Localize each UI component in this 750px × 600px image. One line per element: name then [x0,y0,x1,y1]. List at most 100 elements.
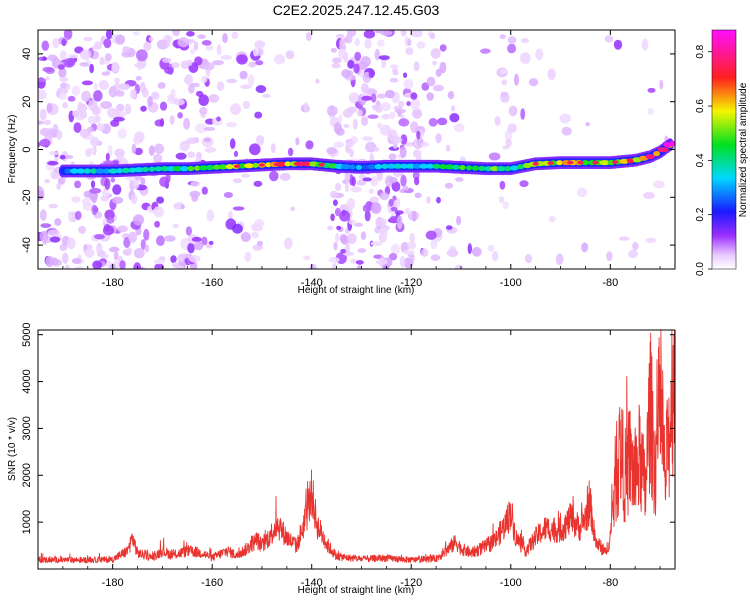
speckle-mark [73,122,82,133]
speckle-mark [191,236,202,242]
speckle-mark [528,78,539,87]
speckle-mark [315,78,320,84]
speckle-mark [179,140,190,152]
speckle-mark [520,52,531,64]
speckle-mark [62,252,69,264]
speckle-mark [348,219,357,225]
speckle-mark [93,83,98,91]
ridge-core [426,163,435,169]
speckle-mark [618,236,630,241]
speckle-mark [110,177,116,183]
speckle-mark [92,260,103,269]
speckle-mark [132,214,145,226]
speckle-mark [340,248,347,254]
speckle-mark [82,197,91,207]
speckle-mark [377,39,385,47]
speckle-mark [454,123,465,133]
speckle-mark [647,87,656,93]
speckle-mark [94,41,102,49]
speckle-mark [507,36,517,44]
speckle-mark [377,122,383,129]
ridge-core [412,163,422,169]
speckle-mark [374,48,380,61]
speckle-mark [91,195,97,204]
speckle-mark [519,180,529,188]
speckle-mark [333,141,345,148]
speckle-mark [59,76,69,83]
speckle-mark [355,260,364,265]
speckle-mark [188,39,196,44]
speckle-mark [370,202,382,214]
ridge-core [599,160,611,166]
speckle-mark [190,48,195,55]
speckle-mark [535,48,544,60]
speckle-mark [342,251,355,256]
y-tick-label: 5000 [21,322,33,346]
speckle-mark [65,154,74,159]
speckle-mark [45,76,50,81]
speckle-mark [183,117,191,130]
speckle-mark [124,103,132,115]
speckle-mark [226,78,238,84]
x-tick-label: -100 [500,577,522,589]
speckle-mark [61,38,67,47]
speckle-mark [66,83,71,91]
speckle-mark [480,48,491,54]
ridge-tip [668,140,675,147]
speckle-mark [102,225,115,236]
speckle-mark [416,41,426,49]
speckle-mark [39,108,47,121]
ridge-core [392,163,403,169]
speckle-mark [177,37,190,48]
speckle-mark [251,231,259,239]
speckle-mark [240,84,252,90]
colorbar-tick-label: 0.8 [695,44,706,58]
speckle-mark [108,246,120,253]
speckle-mark [451,105,456,112]
speckle-mark [115,34,126,45]
speckle-mark [397,111,402,117]
speckle-mark [392,195,397,201]
speckle-mark [284,237,293,250]
speckle-mark [187,242,195,254]
speckle-mark [255,135,265,146]
y-tick-label: 3000 [21,416,33,440]
speckle-mark [114,148,125,157]
speckle-mark [190,181,200,187]
speckle-mark [501,79,508,86]
speckle-mark [177,265,185,269]
speckle-mark [239,70,248,80]
speckle-mark [354,51,362,61]
speckle-mark [38,78,47,83]
speckle-mark [350,186,362,193]
speckle-mark [378,55,390,60]
speckle-mark [426,196,431,204]
speckle-mark [143,41,152,51]
speckle-mark [524,254,533,264]
speckle-mark [585,122,590,127]
ridge-core [355,164,363,170]
speckle-mark [153,259,165,265]
speckle-mark [499,180,506,190]
speckle-mark [126,247,133,254]
snr-x-ticks: -180 -160 -140 -120 -100 -80 [62,330,661,589]
speckle-mark [108,85,118,98]
speckle-mark [357,265,362,269]
speckle-mark [64,264,70,269]
speckle-mark [89,187,102,194]
ridge-core [432,163,441,169]
snr-panel: -180 -160 -140 -120 -100 -80 1000 2000 3000 4000… [7,322,676,596]
speckle-mark [98,80,110,90]
colorbar-label: Normalized spectral amplitude [738,82,749,217]
ridge-core [194,165,201,171]
speckle-mark [42,235,48,245]
speckle-mark [445,144,451,152]
colorbar-bar [711,29,737,270]
y-tick-label: -20 [21,189,33,205]
speckle-mark [331,62,341,69]
speckle-mark [39,209,47,221]
speckle-mark [232,223,243,234]
speckle-mark [186,31,195,37]
speckle-mark [157,82,166,89]
speckle-mark [446,249,459,258]
